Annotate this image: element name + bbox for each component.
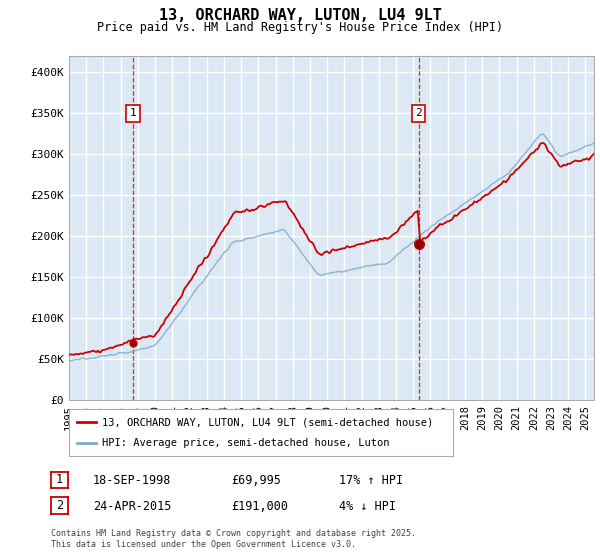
Text: £69,995: £69,995 [231,474,281,487]
Text: 18-SEP-1998: 18-SEP-1998 [93,474,172,487]
Text: £191,000: £191,000 [231,500,288,513]
Text: 1: 1 [130,109,136,118]
Text: 13, ORCHARD WAY, LUTON, LU4 9LT: 13, ORCHARD WAY, LUTON, LU4 9LT [158,8,442,24]
Text: HPI: Average price, semi-detached house, Luton: HPI: Average price, semi-detached house,… [101,438,389,448]
Text: Contains HM Land Registry data © Crown copyright and database right 2025.
This d: Contains HM Land Registry data © Crown c… [51,529,416,549]
Text: 24-APR-2015: 24-APR-2015 [93,500,172,513]
Text: 2: 2 [415,109,422,118]
Text: 1: 1 [56,473,63,487]
Text: 13, ORCHARD WAY, LUTON, LU4 9LT (semi-detached house): 13, ORCHARD WAY, LUTON, LU4 9LT (semi-de… [101,417,433,427]
Text: 4% ↓ HPI: 4% ↓ HPI [339,500,396,513]
Text: 17% ↑ HPI: 17% ↑ HPI [339,474,403,487]
Text: 2: 2 [56,499,63,512]
Text: Price paid vs. HM Land Registry's House Price Index (HPI): Price paid vs. HM Land Registry's House … [97,21,503,34]
